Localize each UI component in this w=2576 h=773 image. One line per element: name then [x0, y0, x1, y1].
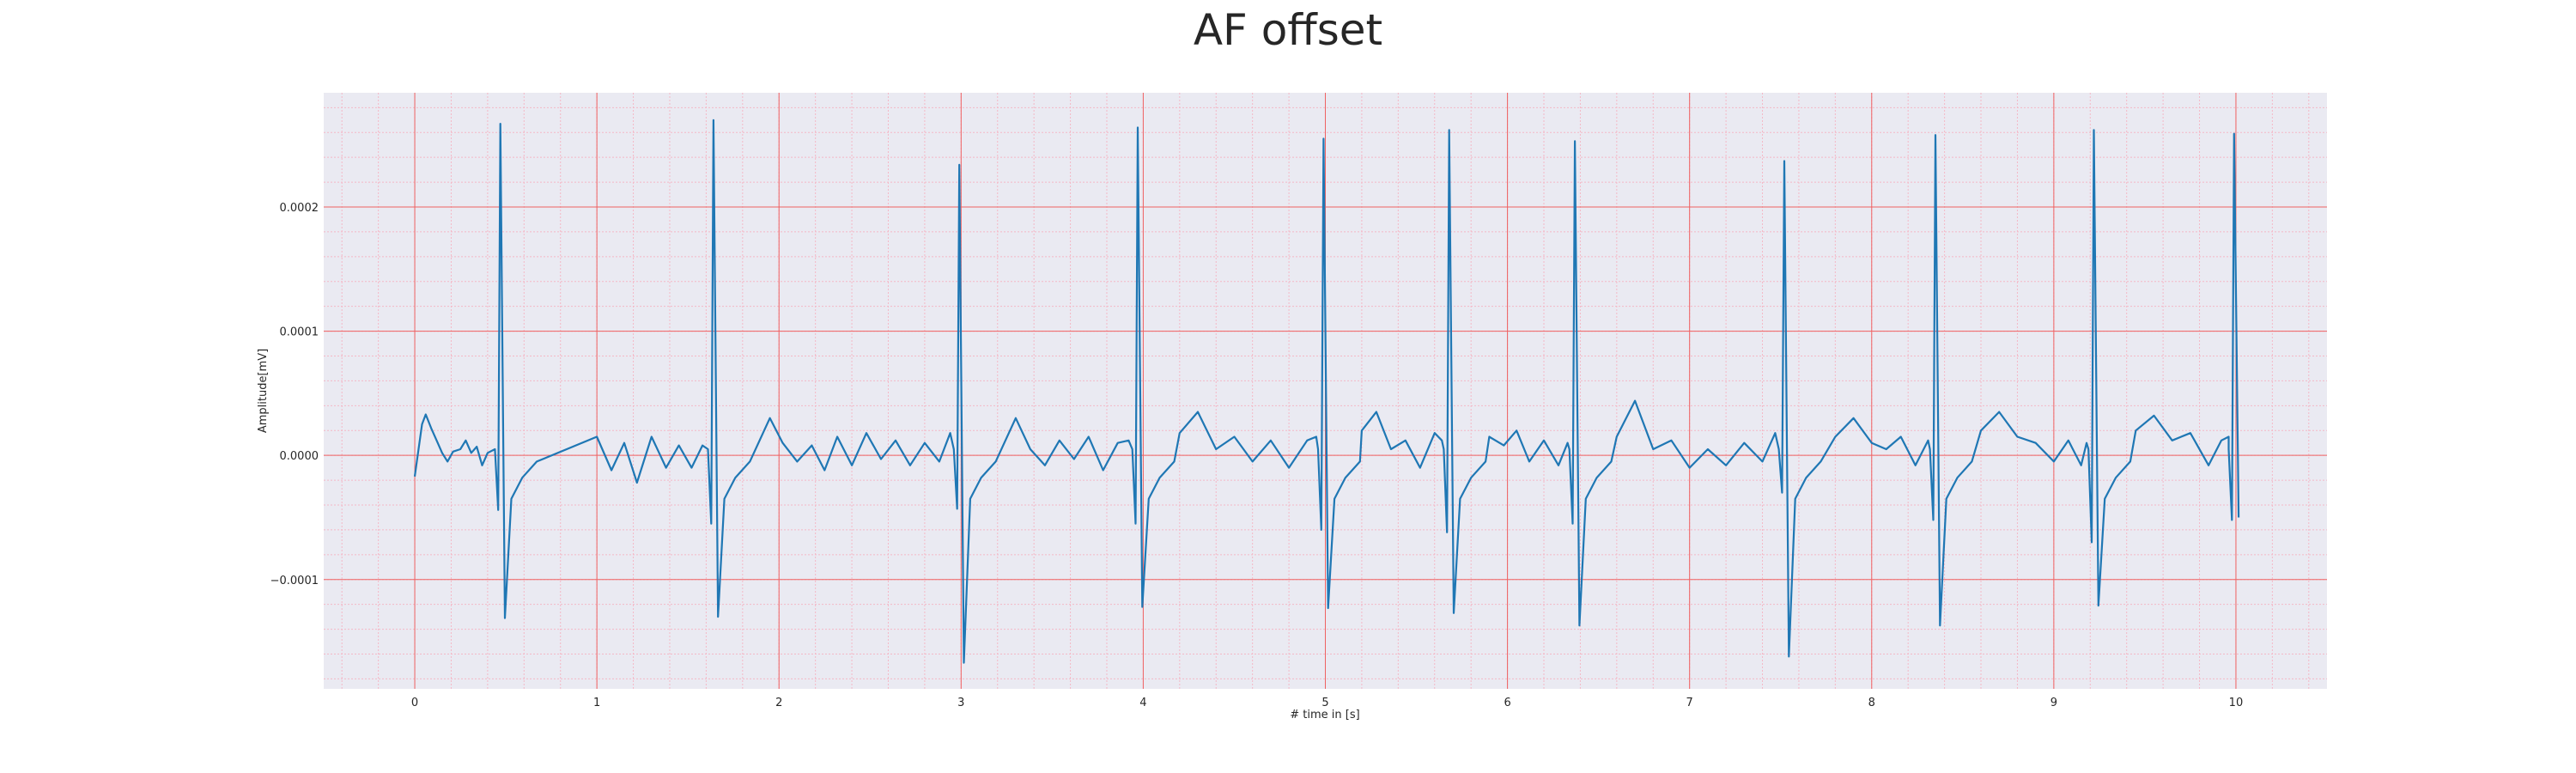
x-tick-label: 7: [1686, 697, 1693, 709]
y-axis-label: Amplitude[mV]: [257, 349, 270, 433]
x-tick-label: 8: [1868, 697, 1875, 709]
y-tick-label: 0.0002: [280, 202, 319, 215]
x-tick-label: 0: [411, 697, 418, 709]
chart-title: AF offset: [1194, 5, 1382, 55]
x-axis-label: # time in [s]: [1290, 709, 1359, 721]
x-tick-label: 1: [593, 697, 600, 709]
y-tick-label: −0.0001: [270, 575, 319, 587]
x-tick-label: 6: [1504, 697, 1510, 709]
y-tick-label: 0.0001: [280, 326, 319, 339]
x-tick-label: 2: [775, 697, 782, 709]
y-axis-ticks: −0.0001 0.0000 0.0001 0.0002: [270, 202, 319, 587]
y-tick-label: 0.0000: [280, 450, 319, 463]
x-tick-label: 4: [1139, 697, 1146, 709]
x-tick-label: 10: [2229, 697, 2244, 709]
x-tick-label: 9: [2050, 697, 2057, 709]
series-group: [413, 119, 2240, 664]
x-tick-label: 3: [957, 697, 964, 709]
x-axis-ticks: 0 1 2 3 4 5 6 7 8 9 10: [411, 697, 2243, 709]
ecg-signal-line: [413, 119, 2240, 664]
x-tick-label: 5: [1321, 697, 1328, 709]
